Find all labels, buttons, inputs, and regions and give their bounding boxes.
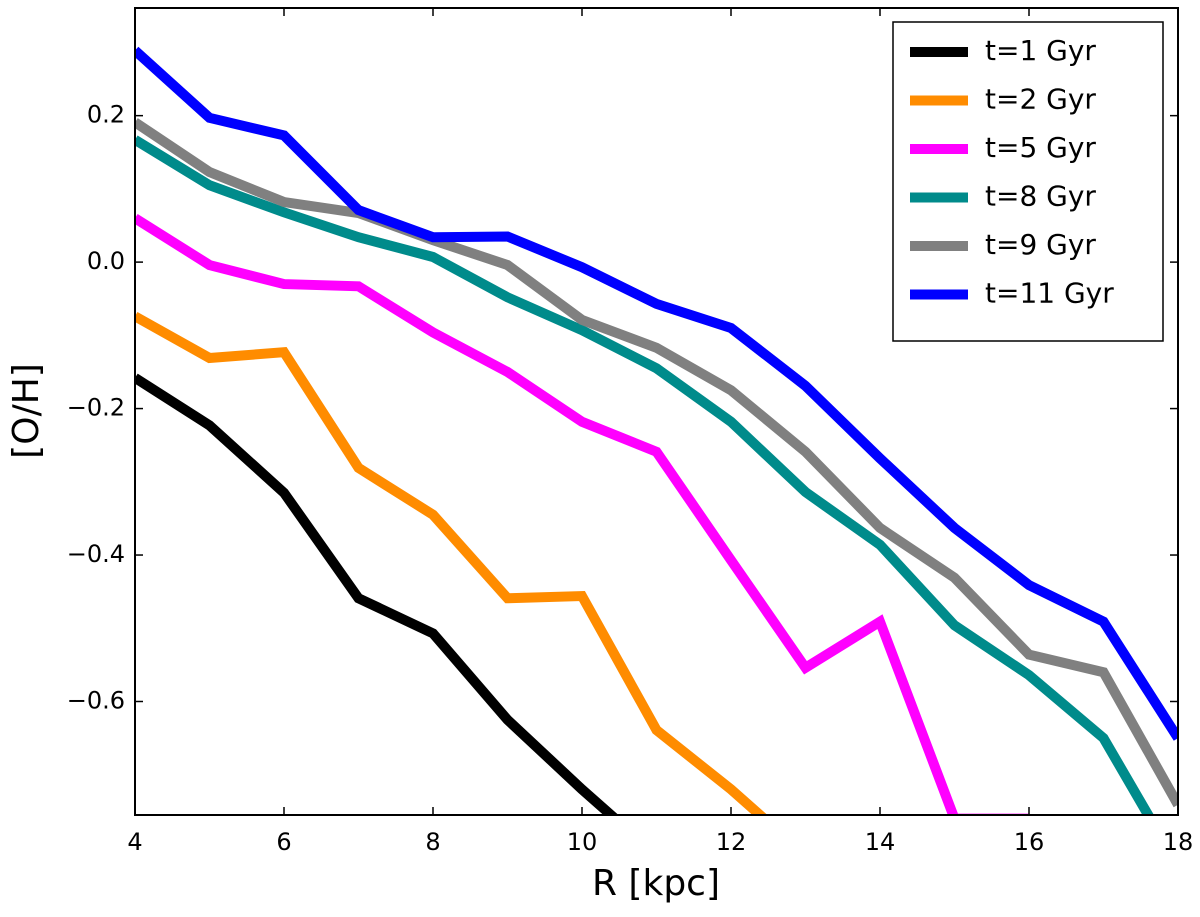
legend-label: t=9 Gyr — [985, 228, 1096, 261]
legend-label: t=11 Gyr — [985, 277, 1114, 310]
legend-label: t=2 Gyr — [985, 83, 1096, 116]
x-tick-label: 18 — [1163, 828, 1194, 856]
x-tick-label: 12 — [716, 828, 747, 856]
legend-label: t=1 Gyr — [985, 34, 1096, 67]
y-tick-label: −0.2 — [67, 394, 125, 422]
x-tick-label: 14 — [865, 828, 896, 856]
series-line — [135, 135, 1154, 815]
y-axis-label: [O/H] — [6, 363, 47, 459]
plot-frame — [134, 7, 1179, 816]
x-tick-label: 6 — [276, 828, 291, 856]
x-axis-label: R [kpc] — [592, 863, 720, 904]
x-tick-label: 10 — [567, 828, 598, 856]
x-tick-label: 8 — [425, 828, 440, 856]
series-line — [135, 46, 1178, 741]
series-line — [135, 311, 768, 815]
x-tick-label: 4 — [127, 828, 142, 856]
legend-label: t=8 Gyr — [985, 180, 1096, 213]
series-line — [135, 213, 1029, 815]
legend-label: t=5 Gyr — [985, 131, 1096, 164]
y-tick-label: −0.6 — [67, 686, 125, 714]
y-tick-label: 0.2 — [87, 101, 125, 129]
y-tick-label: −0.4 — [67, 540, 125, 568]
legend-box — [892, 21, 1164, 342]
x-tick-label: 16 — [1014, 828, 1045, 856]
series-line — [135, 118, 1178, 808]
plot-lines — [135, 46, 1178, 815]
y-tick-label: 0.0 — [87, 247, 125, 275]
series-line — [135, 373, 619, 815]
